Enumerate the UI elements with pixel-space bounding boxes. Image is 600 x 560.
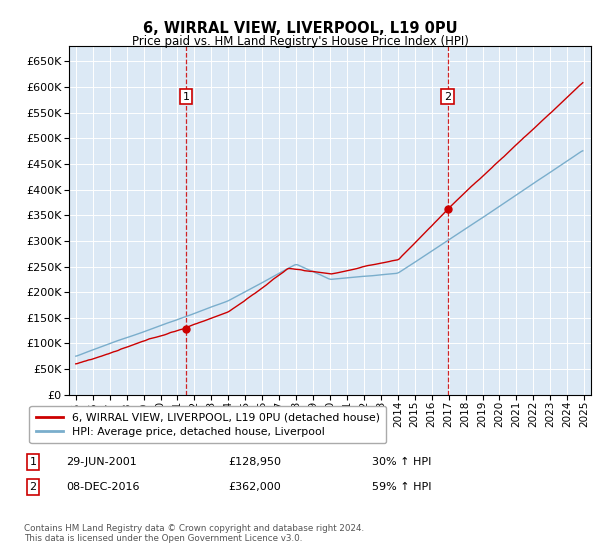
Text: 6, WIRRAL VIEW, LIVERPOOL, L19 0PU: 6, WIRRAL VIEW, LIVERPOOL, L19 0PU	[143, 21, 457, 36]
Text: 59% ↑ HPI: 59% ↑ HPI	[372, 482, 431, 492]
Text: Contains HM Land Registry data © Crown copyright and database right 2024.
This d: Contains HM Land Registry data © Crown c…	[24, 524, 364, 543]
Text: Price paid vs. HM Land Registry's House Price Index (HPI): Price paid vs. HM Land Registry's House …	[131, 35, 469, 48]
Text: £362,000: £362,000	[228, 482, 281, 492]
Legend: 6, WIRRAL VIEW, LIVERPOOL, L19 0PU (detached house), HPI: Average price, detache: 6, WIRRAL VIEW, LIVERPOOL, L19 0PU (deta…	[29, 406, 386, 443]
Text: 29-JUN-2001: 29-JUN-2001	[66, 457, 137, 467]
Text: 1: 1	[182, 91, 190, 101]
Text: 30% ↑ HPI: 30% ↑ HPI	[372, 457, 431, 467]
Text: 2: 2	[444, 91, 451, 101]
Text: £128,950: £128,950	[228, 457, 281, 467]
Text: 2: 2	[29, 482, 37, 492]
Text: 1: 1	[29, 457, 37, 467]
Text: 08-DEC-2016: 08-DEC-2016	[66, 482, 139, 492]
